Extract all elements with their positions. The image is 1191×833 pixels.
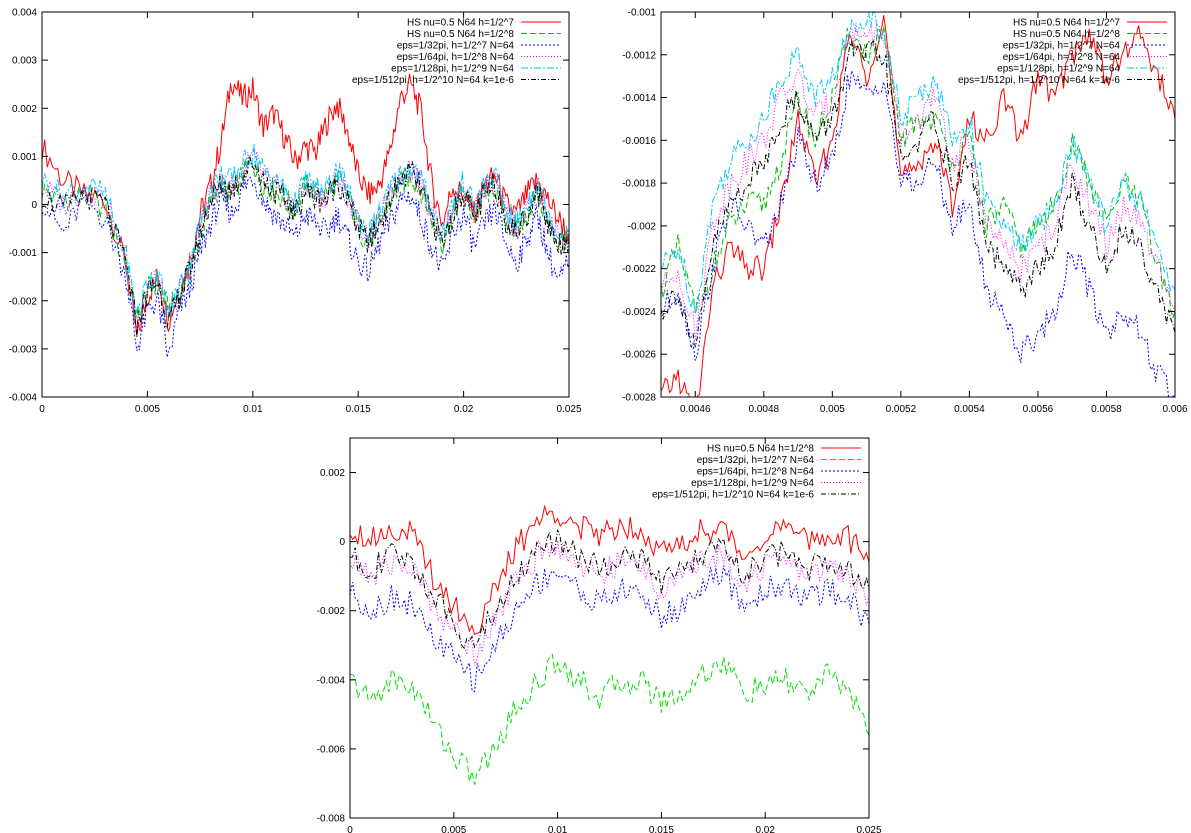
y-tick-label: 0.003 — [12, 56, 37, 67]
series-line-5 — [661, 12, 1175, 315]
y-tick-label: -0.0026 — [622, 350, 656, 361]
legend-label: HS nu=0.5 N64 h=1/2^8 — [407, 29, 514, 40]
series-line-1 — [42, 74, 569, 337]
x-tick-label: 0.025 — [556, 404, 581, 415]
x-tick-label: 0.0056 — [1023, 404, 1054, 415]
legend-label: eps=1/32pi, h=1/2^7 N=64 — [397, 41, 515, 52]
x-tick-label: 0.0058 — [1091, 404, 1122, 415]
y-tick-label: -0.0016 — [622, 136, 656, 147]
y-tick-label: 0 — [339, 537, 345, 548]
series-line-4 — [661, 22, 1175, 341]
x-tick-label: 0.005 — [441, 825, 466, 833]
y-tick-label: -0.0028 — [622, 393, 656, 404]
y-tick-label: -0.006 — [317, 744, 346, 755]
x-tick-label: 0.0048 — [749, 404, 780, 415]
y-tick-label: -0.0012 — [622, 50, 656, 61]
chart-2: 0.0046 0.0048 0.005 0.0052 0.0054 0.0056 0.005… — [622, 8, 1188, 416]
y-tick-label: -0.0022 — [622, 264, 656, 275]
legend-label: eps=1/32pi, h=1/2^7 N=64 — [697, 455, 815, 466]
legend-label: eps=1/64pi, h=1/2^8 N=64 — [697, 467, 815, 478]
y-tick-label: -0.004 — [9, 393, 38, 404]
legend-label: eps=1/64pi, h=1/2^8 N=64 — [397, 52, 515, 63]
y-tick-label: -0.0014 — [622, 93, 656, 104]
legend-label: eps=1/512pi, h=1/2^10 N=64 k=1e-6 — [352, 75, 514, 86]
legend-label: HS nu=0.5 N64 h=1/2^7 — [1013, 18, 1120, 29]
series-line-4 — [350, 540, 869, 666]
x-tick-label: 0.02 — [454, 404, 474, 415]
x-tick-label: 0.0046 — [680, 404, 711, 415]
series-line-2 — [350, 653, 869, 785]
legend-label: eps=1/128pi, h=1/2^9 N=64 — [997, 64, 1120, 75]
legend-label: eps=1/128pi, h=1/2^9 N=64 — [391, 64, 514, 75]
x-tick-label: 0.0052 — [886, 404, 917, 415]
x-tick-label: 0.005 — [820, 404, 845, 415]
y-tick-label: -0.001 — [9, 248, 38, 259]
series-line-3 — [350, 565, 869, 693]
series-line-6 — [661, 39, 1175, 348]
series-line-3 — [661, 69, 1175, 397]
y-tick-label: -0.001 — [628, 8, 657, 19]
legend-label: HS nu=0.5 N64 h=1/2^8 — [1013, 29, 1120, 40]
series-line-5 — [42, 143, 569, 318]
x-tick-label: 0.005 — [135, 404, 160, 415]
legend-label: eps=1/64pi, h=1/2^8 N=64 — [1003, 52, 1121, 63]
legend-label: HS nu=0.5 N64 h=1/2^7 — [407, 18, 514, 29]
x-tick-label: 0 — [347, 825, 353, 833]
x-tick-label: 0.02 — [755, 825, 775, 833]
y-tick-label: -0.002 — [628, 221, 657, 232]
legend: HS nu=0.5 N64 h=1/2^7HS nu=0.5 N64 h=1/2… — [352, 18, 561, 86]
series-line-3 — [42, 176, 569, 358]
y-tick-label: 0.001 — [12, 152, 37, 163]
y-tick-label: 0.004 — [12, 8, 37, 19]
y-tick-label: -0.0024 — [622, 307, 656, 318]
series-line-6 — [42, 154, 569, 337]
series-line-5 — [350, 529, 869, 650]
x-tick-label: 0.0054 — [954, 404, 985, 415]
series-line-1 — [661, 15, 1175, 397]
plot-frame — [349, 437, 870, 819]
legend-label: eps=1/512pi, h=1/2^10 N=64 k=1e-6 — [652, 490, 814, 501]
y-tick-label: -0.0018 — [622, 179, 656, 190]
legend-label: eps=1/512pi, h=1/2^10 N=64 k=1e-6 — [958, 75, 1120, 86]
y-tick-label: -0.002 — [9, 296, 38, 307]
plot-frame — [660, 11, 1176, 398]
legend: HS nu=0.5 N64 h=1/2^7HS nu=0.5 N64 h=1/2… — [958, 18, 1167, 86]
y-tick-label: -0.008 — [317, 814, 346, 825]
y-tick-label: 0.002 — [320, 468, 345, 479]
series-line-1 — [350, 504, 869, 636]
y-tick-label: -0.004 — [317, 675, 346, 686]
x-tick-label: 0.006 — [1162, 404, 1187, 415]
x-tick-label: 0.025 — [856, 825, 881, 833]
legend-label: eps=1/128pi, h=1/2^9 N=64 — [691, 478, 814, 489]
x-tick-label: 0.015 — [346, 404, 371, 415]
y-tick-label: -0.003 — [9, 344, 38, 355]
x-tick-label: 0.01 — [548, 825, 568, 833]
legend-label: eps=1/32pi, h=1/2^7 N=64 — [1003, 41, 1121, 52]
x-tick-label: 0 — [39, 404, 45, 415]
chart-1: 0 0.005 0.01 0.015 0.02 0.025 -0.004 -0.003 -0.0… — [9, 8, 582, 416]
series-line-2 — [661, 26, 1175, 320]
x-tick-label: 0.01 — [243, 404, 263, 415]
chart-3: 0 0.005 0.01 0.015 0.02 0.025 -0.008 -0.006 -0.0… — [317, 437, 882, 833]
legend-label: HS nu=0.5 N64 h=1/2^8 — [707, 444, 814, 455]
x-tick-label: 0.015 — [649, 825, 674, 833]
y-tick-label: -0.002 — [317, 606, 346, 617]
y-tick-label: 0.002 — [12, 104, 37, 115]
series-line-4 — [42, 147, 569, 329]
y-tick-label: 0 — [31, 200, 37, 211]
